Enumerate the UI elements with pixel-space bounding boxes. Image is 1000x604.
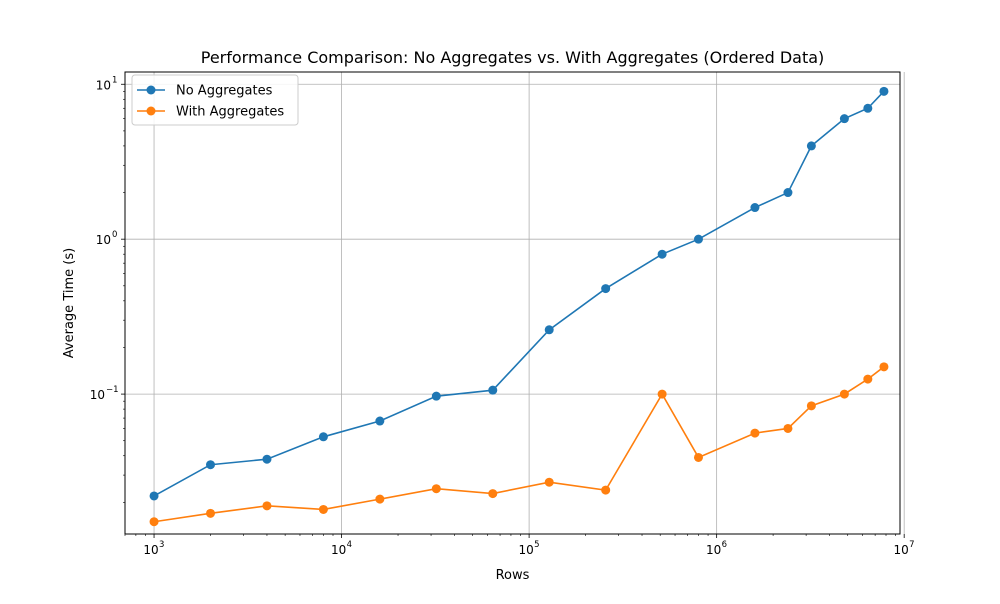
y-tick-label: 10 (96, 233, 111, 247)
data-point (750, 428, 760, 438)
data-point (863, 103, 873, 113)
data-point (879, 362, 889, 372)
legend-label: With Aggregates (176, 105, 284, 120)
data-point (318, 504, 328, 514)
y-tick-exponent: 1 (112, 75, 117, 85)
data-point (375, 494, 385, 504)
data-point (262, 454, 272, 464)
data-point (431, 484, 441, 494)
x-tick-label: 10 (706, 543, 721, 557)
x-axis-label: Rows (496, 568, 530, 583)
data-point (657, 249, 667, 259)
data-point (149, 491, 159, 501)
x-tick-label: 10 (331, 543, 346, 557)
legend-marker (146, 106, 156, 116)
data-point (206, 460, 216, 470)
legend: No Aggregates With Aggregates (131, 74, 299, 126)
chart-title: Performance Comparison: No Aggregates vs… (201, 48, 825, 67)
legend-marker (146, 85, 156, 95)
data-point (488, 489, 498, 499)
axis-ticks: 10 3 10 4 10 5 10 6 10 710 −110 010 1 (90, 75, 915, 557)
data-point (806, 141, 816, 151)
y-tick-exponent: −1 (106, 385, 119, 395)
data-point (544, 477, 554, 487)
y-tick-label: 10 (90, 388, 105, 402)
x-tick-label: 10 (894, 543, 909, 557)
legend-box (131, 74, 299, 126)
data-point (879, 86, 889, 96)
data-point (783, 188, 793, 198)
data-point (863, 374, 873, 384)
data-point (488, 385, 498, 395)
data-point (657, 389, 667, 399)
data-point (693, 234, 703, 244)
data-point (149, 517, 159, 527)
x-tick-exponent: 4 (347, 540, 352, 550)
data-point (375, 416, 385, 426)
series-with-aggregates (149, 362, 889, 527)
data-point (544, 325, 554, 335)
legend-label: No Aggregates (176, 84, 273, 99)
x-tick-exponent: 6 (722, 540, 727, 550)
x-tick-exponent: 5 (534, 540, 539, 550)
x-tick-exponent: 7 (909, 540, 914, 550)
data-point (431, 391, 441, 401)
data-point (206, 508, 216, 518)
data-point (839, 389, 849, 399)
plot-frame (124, 71, 901, 535)
data-point (839, 114, 849, 124)
legend-items: No Aggregates With Aggregates (137, 84, 284, 120)
data-point (806, 401, 816, 411)
data-point (262, 501, 272, 511)
data-point (318, 432, 328, 442)
y-axis-label: Average Time (s) (62, 248, 77, 358)
data-point (601, 284, 611, 294)
y-tick-label: 10 (96, 78, 111, 92)
data-point (783, 423, 793, 433)
data-point (693, 452, 703, 462)
x-tick-label: 10 (518, 543, 533, 557)
series-layer (149, 86, 889, 527)
x-tick-exponent: 3 (159, 540, 164, 550)
series-no-aggregates (149, 86, 889, 501)
y-tick-exponent: 0 (112, 230, 117, 240)
data-point (601, 485, 611, 495)
x-tick-label: 10 (143, 543, 158, 557)
data-point (750, 203, 760, 213)
